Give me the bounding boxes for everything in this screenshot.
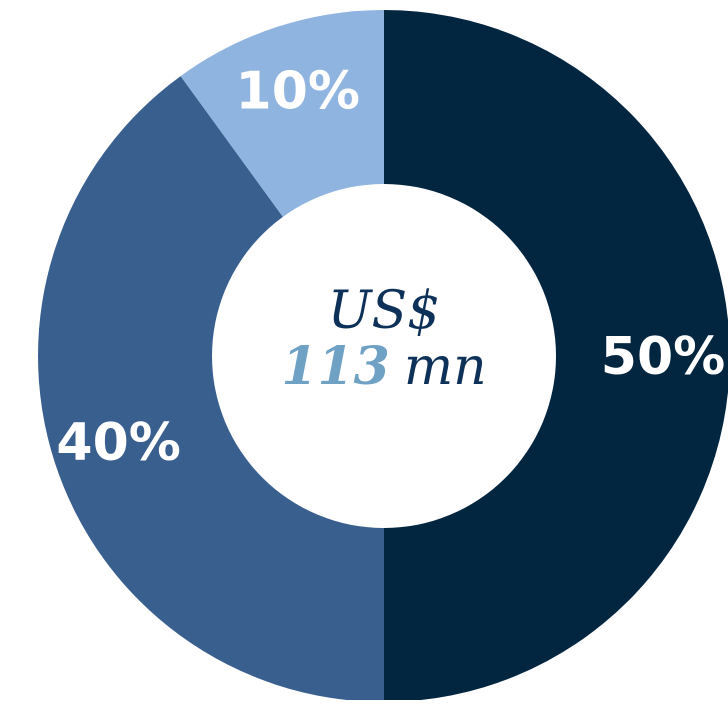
donut-hole bbox=[212, 184, 556, 528]
center-amount: 113 mn bbox=[281, 336, 486, 397]
center-currency-label: US$ bbox=[328, 281, 441, 341]
slice-label-2: 40% bbox=[56, 413, 180, 473]
center-total: US$ 113 mn bbox=[281, 281, 486, 397]
center-amount-unit: mn bbox=[404, 337, 487, 397]
slice-label-3: 10% bbox=[236, 62, 360, 122]
slice-label-1: 50% bbox=[601, 327, 725, 387]
slice-labels: 50% 40% 10% bbox=[56, 62, 725, 474]
donut-slice-2 bbox=[38, 76, 385, 702]
center-amount-number: 113 bbox=[281, 336, 390, 397]
